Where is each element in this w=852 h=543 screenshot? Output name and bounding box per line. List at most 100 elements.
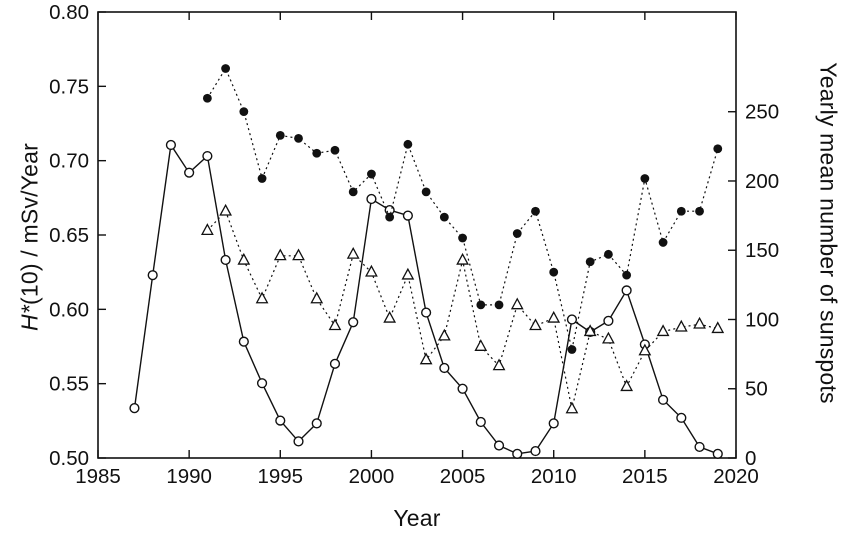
marker-open-triangle bbox=[292, 248, 305, 261]
marker-open-circle bbox=[165, 139, 177, 151]
marker-filled-circle bbox=[421, 187, 431, 197]
marker-open-circle bbox=[348, 317, 359, 328]
marker-open-circle bbox=[475, 416, 486, 428]
x-tick-label: 2005 bbox=[440, 465, 486, 488]
y-left-tick-label: 0.60 bbox=[49, 298, 89, 321]
marker-open-triangle bbox=[419, 352, 433, 365]
marker-open-circle bbox=[293, 436, 304, 447]
marker-filled-circle bbox=[604, 249, 613, 259]
series-dose-filled-circles bbox=[202, 64, 723, 354]
marker-open-triangle bbox=[656, 324, 670, 337]
marker-filled-circle bbox=[202, 93, 212, 103]
marker-open-circle bbox=[512, 448, 523, 459]
marker-open-triangle bbox=[565, 401, 579, 414]
marker-open-triangle bbox=[510, 297, 524, 310]
marker-open-triangle bbox=[529, 318, 542, 331]
marker-open-triangle bbox=[346, 246, 360, 259]
y-right-tick-label: 0 bbox=[745, 447, 756, 470]
marker-open-triangle bbox=[693, 316, 706, 329]
marker-open-circle bbox=[621, 285, 632, 296]
marker-filled-circle bbox=[713, 144, 723, 154]
marker-open-triangle bbox=[711, 321, 725, 334]
marker-open-circle bbox=[402, 210, 413, 221]
y-right-tick-label: 250 bbox=[745, 101, 779, 124]
marker-open-circle bbox=[493, 440, 505, 451]
marker-filled-circle bbox=[257, 174, 267, 183]
marker-open-triangle bbox=[401, 267, 415, 280]
marker-open-circle bbox=[366, 193, 377, 205]
marker-filled-circle bbox=[658, 238, 668, 247]
y-right-tick-label: 50 bbox=[745, 378, 768, 401]
marker-filled-circle bbox=[695, 206, 704, 216]
marker-open-triangle bbox=[620, 379, 634, 392]
plot-frame bbox=[97, 11, 737, 459]
y-right-tick-label: 200 bbox=[745, 170, 779, 193]
axis-tick-labels: 1985 1990 1995 2000 2005 2010 2015 20200.500.55… bbox=[49, 1, 779, 488]
y-left-tick-label: 0.75 bbox=[49, 75, 89, 98]
y-left-tick-label: 0.55 bbox=[49, 373, 89, 396]
marker-open-circle bbox=[566, 314, 578, 325]
marker-filled-circle bbox=[494, 300, 504, 310]
marker-open-triangle bbox=[365, 264, 378, 277]
marker-open-triangle bbox=[602, 331, 615, 344]
marker-open-triangle bbox=[456, 252, 469, 265]
marker-open-circle bbox=[329, 358, 341, 369]
marker-open-triangle bbox=[200, 223, 214, 235]
marker-filled-circle bbox=[676, 206, 686, 216]
marker-open-circle bbox=[530, 445, 541, 457]
marker-open-triangle bbox=[273, 248, 287, 261]
marker-open-triangle bbox=[383, 310, 397, 323]
marker-open-circle bbox=[712, 448, 723, 459]
y-left-tick-label: 0.65 bbox=[49, 224, 89, 247]
marker-open-triangle bbox=[437, 328, 451, 341]
marker-filled-circle bbox=[348, 187, 358, 197]
x-tick-label: 2020 bbox=[713, 465, 759, 488]
marker-open-circle bbox=[184, 167, 195, 178]
marker-filled-circle bbox=[476, 300, 486, 310]
marker-open-circle bbox=[311, 418, 322, 429]
marker-open-triangle bbox=[255, 291, 269, 304]
left-axis-title-rest: (10) / mSv/Year bbox=[16, 143, 43, 305]
marker-open-triangle bbox=[328, 318, 342, 331]
marker-open-circle bbox=[238, 336, 249, 347]
marker-open-circle bbox=[421, 307, 432, 318]
marker-open-circle bbox=[548, 418, 559, 429]
y-right-tick-label: 100 bbox=[745, 308, 779, 331]
marker-filled-circle bbox=[312, 148, 322, 158]
marker-open-triangle bbox=[638, 343, 652, 356]
left-axis-title-italic: H* bbox=[16, 304, 43, 331]
y-left-tick-label: 0.50 bbox=[49, 447, 89, 470]
marker-filled-circle bbox=[567, 345, 577, 354]
marker-filled-circle bbox=[439, 212, 449, 222]
marker-filled-circle bbox=[512, 229, 522, 238]
marker-open-circle bbox=[147, 270, 158, 281]
marker-open-circle bbox=[202, 150, 213, 162]
marker-filled-circle bbox=[294, 133, 303, 143]
marker-open-triangle bbox=[219, 203, 232, 216]
marker-open-circle bbox=[129, 403, 140, 414]
marker-filled-circle bbox=[221, 64, 231, 73]
y-right-tick-label: 150 bbox=[745, 239, 779, 262]
marker-open-circle bbox=[220, 254, 231, 266]
marker-filled-circle bbox=[403, 139, 413, 149]
marker-filled-circle bbox=[640, 174, 650, 183]
marker-open-circle bbox=[256, 378, 268, 389]
axis-ticks bbox=[97, 11, 737, 459]
x-tick-label: 2015 bbox=[622, 465, 668, 488]
marker-filled-circle bbox=[622, 270, 632, 280]
marker-filled-circle bbox=[330, 145, 340, 155]
marker-open-triangle bbox=[547, 310, 561, 323]
marker-filled-circle bbox=[275, 130, 285, 140]
marker-filled-circle bbox=[385, 212, 395, 222]
marker-open-triangle bbox=[583, 324, 597, 337]
x-tick-label: 2000 bbox=[349, 465, 395, 488]
marker-open-circle bbox=[676, 412, 687, 423]
x-tick-label: 2010 bbox=[531, 465, 577, 488]
marker-open-triangle bbox=[237, 252, 251, 265]
marker-filled-circle bbox=[549, 267, 559, 277]
series-line-dose-filled-circles bbox=[206, 67, 719, 350]
marker-open-circle bbox=[457, 383, 468, 394]
marker-filled-circle bbox=[239, 107, 249, 117]
x-tick-label: 1995 bbox=[257, 465, 303, 488]
